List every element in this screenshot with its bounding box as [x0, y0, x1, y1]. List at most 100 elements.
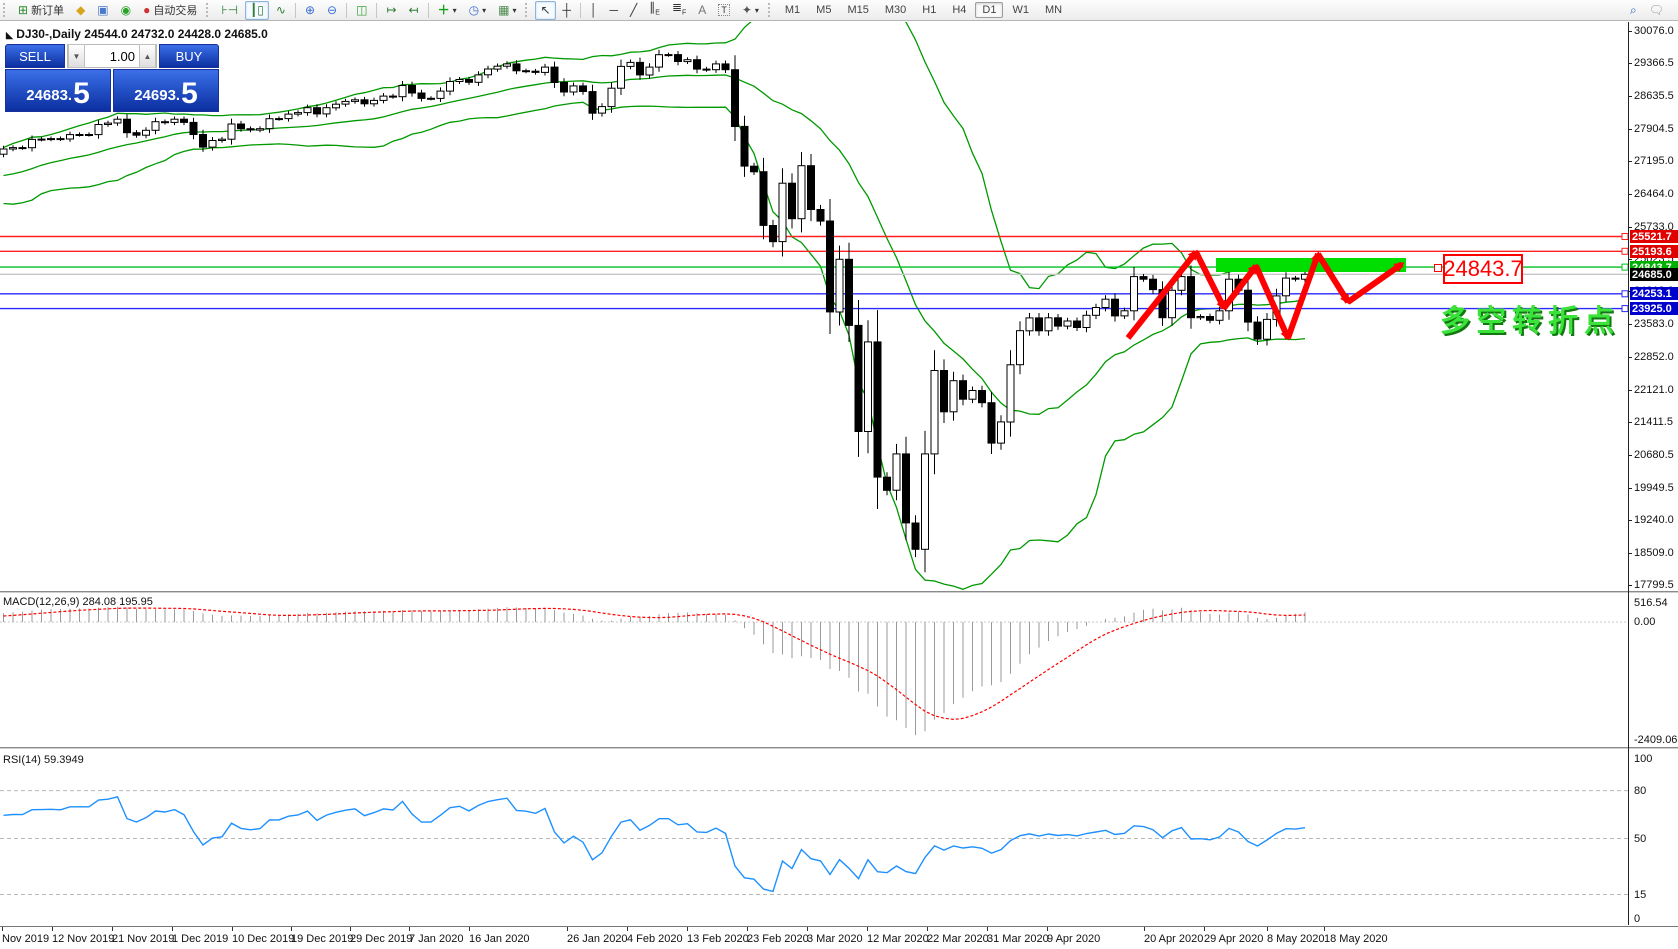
chart-shift-button[interactable]: ↤: [404, 1, 424, 20]
candle-body: [588, 91, 597, 114]
macd-pane[interactable]: [0, 594, 1628, 746]
market-depth-button[interactable]: ◆: [71, 1, 90, 20]
candle-body: [104, 122, 112, 125]
timeframe-H1[interactable]: H1: [922, 4, 937, 16]
auto-trading-button[interactable]: ● 自动交易: [143, 3, 198, 17]
price-callout-label[interactable]: 24843.7: [1443, 254, 1523, 284]
rsi-pane[interactable]: [0, 750, 1628, 925]
periods-button[interactable]: ◷ ▾: [464, 1, 492, 20]
toolbar-grip[interactable]: [767, 3, 774, 17]
candle-body: [978, 390, 986, 404]
volume-value[interactable]: 1.00: [109, 48, 135, 64]
volume-decrease-button[interactable]: ▼: [68, 44, 85, 68]
candle-body: [655, 54, 663, 68]
chart-icon: ◣: [6, 30, 13, 40]
candle-body: [436, 90, 445, 99]
candle-body: [759, 171, 768, 226]
templates-button[interactable]: ▦ ▾: [493, 1, 521, 20]
price-chart[interactable]: [0, 22, 1628, 591]
timeframe-group: M1 M5 M15 M30 H1 H4 D1 W1 MN: [777, 2, 1070, 18]
time-tick: [687, 927, 688, 931]
line-chart-button[interactable]: ∿: [271, 1, 291, 20]
horizontal-line-button[interactable]: ─: [605, 1, 624, 20]
timeframe-H4[interactable]: H4: [952, 4, 967, 16]
crosshair-button[interactable]: ┼: [558, 1, 577, 20]
time-axis-label: 18 May 2020: [1324, 933, 1388, 945]
toolbar-grip[interactable]: [525, 3, 531, 17]
new-order-button[interactable]: ⊞ 新订单: [18, 3, 65, 17]
tile-windows-button[interactable]: ◫: [351, 1, 372, 20]
candle-body: [189, 121, 198, 136]
time-axis[interactable]: Nov 2019 12 Nov 2019 21 Nov 2019 1 Dec 2019…: [0, 926, 1678, 949]
candle-body: [1035, 317, 1043, 332]
buy-price[interactable]: 24693. 5: [113, 69, 219, 112]
signals-button[interactable]: ◉: [116, 1, 136, 20]
zoom-out-button[interactable]: ⊖: [322, 1, 342, 20]
axis-tick: [1628, 96, 1632, 97]
toolbar-grip[interactable]: [206, 3, 212, 17]
candle-body: [1073, 320, 1081, 328]
bar-chart-button[interactable]: ⊦⊣: [216, 1, 243, 20]
level-endpoint: [1621, 247, 1628, 255]
time-tick: [1047, 927, 1048, 931]
pane-separator[interactable]: [0, 591, 1678, 593]
fibonacci-button[interactable]: ≣F: [667, 1, 691, 20]
timeframe-M5[interactable]: M5: [816, 4, 832, 16]
time-axis-label: 8 May 2020: [1267, 933, 1325, 945]
candlestick-button[interactable]: ┃▯: [245, 0, 269, 20]
timeframe-W1[interactable]: W1: [1012, 4, 1029, 16]
time-axis-label: 22 Mar 2020: [927, 933, 989, 945]
search-button[interactable]: ⌕: [1625, 1, 1642, 20]
candle-body: [484, 68, 492, 76]
sell-button[interactable]: SELL: [5, 44, 65, 68]
candle-body: [1063, 320, 1072, 327]
pane-separator[interactable]: [0, 747, 1678, 749]
buy-button[interactable]: BUY: [159, 44, 219, 68]
timeframe-MN[interactable]: MN: [1044, 4, 1063, 16]
macd-axis-label: 516.54: [1634, 597, 1668, 609]
zoom-in-button[interactable]: ⊕: [300, 1, 320, 20]
candle-body: [816, 209, 825, 222]
zoom-in-icon: ⊕: [304, 3, 316, 17]
search-icon: ⌕: [1630, 3, 1637, 17]
axis-tick: [1628, 488, 1632, 489]
time-tick: [807, 927, 808, 931]
timeframe-M1[interactable]: M1: [784, 4, 801, 16]
candle-body: [161, 121, 169, 124]
timeframe-M15[interactable]: M15: [847, 4, 869, 16]
timeframe-M30[interactable]: M30: [884, 4, 907, 16]
time-tick: [867, 927, 868, 931]
terminal-button[interactable]: ▣: [92, 1, 113, 20]
chat-button[interactable]: 🗨: [1644, 1, 1669, 20]
volume-increase-button[interactable]: ▲: [139, 44, 156, 68]
candle-body: [1111, 298, 1119, 317]
cursor-button[interactable]: ↖: [535, 0, 556, 20]
text-button[interactable]: A: [693, 1, 711, 20]
time-tick: [1144, 927, 1145, 931]
candle-body: [550, 66, 559, 83]
record-icon: ●: [143, 3, 151, 17]
text-label-button[interactable]: T: [713, 1, 735, 20]
channel-button[interactable]: ∥E: [644, 1, 665, 20]
time-axis-label: 23 Feb 2020: [747, 933, 809, 945]
auto-scroll-button[interactable]: ↦: [381, 1, 401, 20]
indicators-button[interactable]: ＋ ▾: [433, 1, 462, 20]
time-axis-label: 16 Jan 2020: [469, 933, 530, 945]
trendline-button[interactable]: ╱: [625, 1, 642, 20]
sell-price[interactable]: 24683. 5: [5, 69, 111, 112]
vertical-line-button[interactable]: │: [585, 1, 603, 20]
arrows-button[interactable]: ✦ ▾: [737, 1, 764, 20]
callout-anchor-square: [1434, 264, 1442, 272]
candle-body: [1044, 317, 1053, 332]
trend-arrow: [1193, 250, 1227, 311]
rsi-axis-label: 100: [1634, 753, 1653, 765]
candle-body: [788, 182, 796, 220]
timeframe-D1[interactable]: D1: [975, 2, 1004, 18]
toolbar-grip[interactable]: [3, 3, 9, 17]
candle-body: [1025, 317, 1034, 332]
rsi-line: [3, 795, 1306, 893]
chat-icon: 🗨: [1648, 3, 1664, 17]
rsi-axis-label: 80: [1634, 785, 1647, 797]
time-tick: [232, 927, 233, 931]
axis-tick: [1628, 161, 1632, 162]
